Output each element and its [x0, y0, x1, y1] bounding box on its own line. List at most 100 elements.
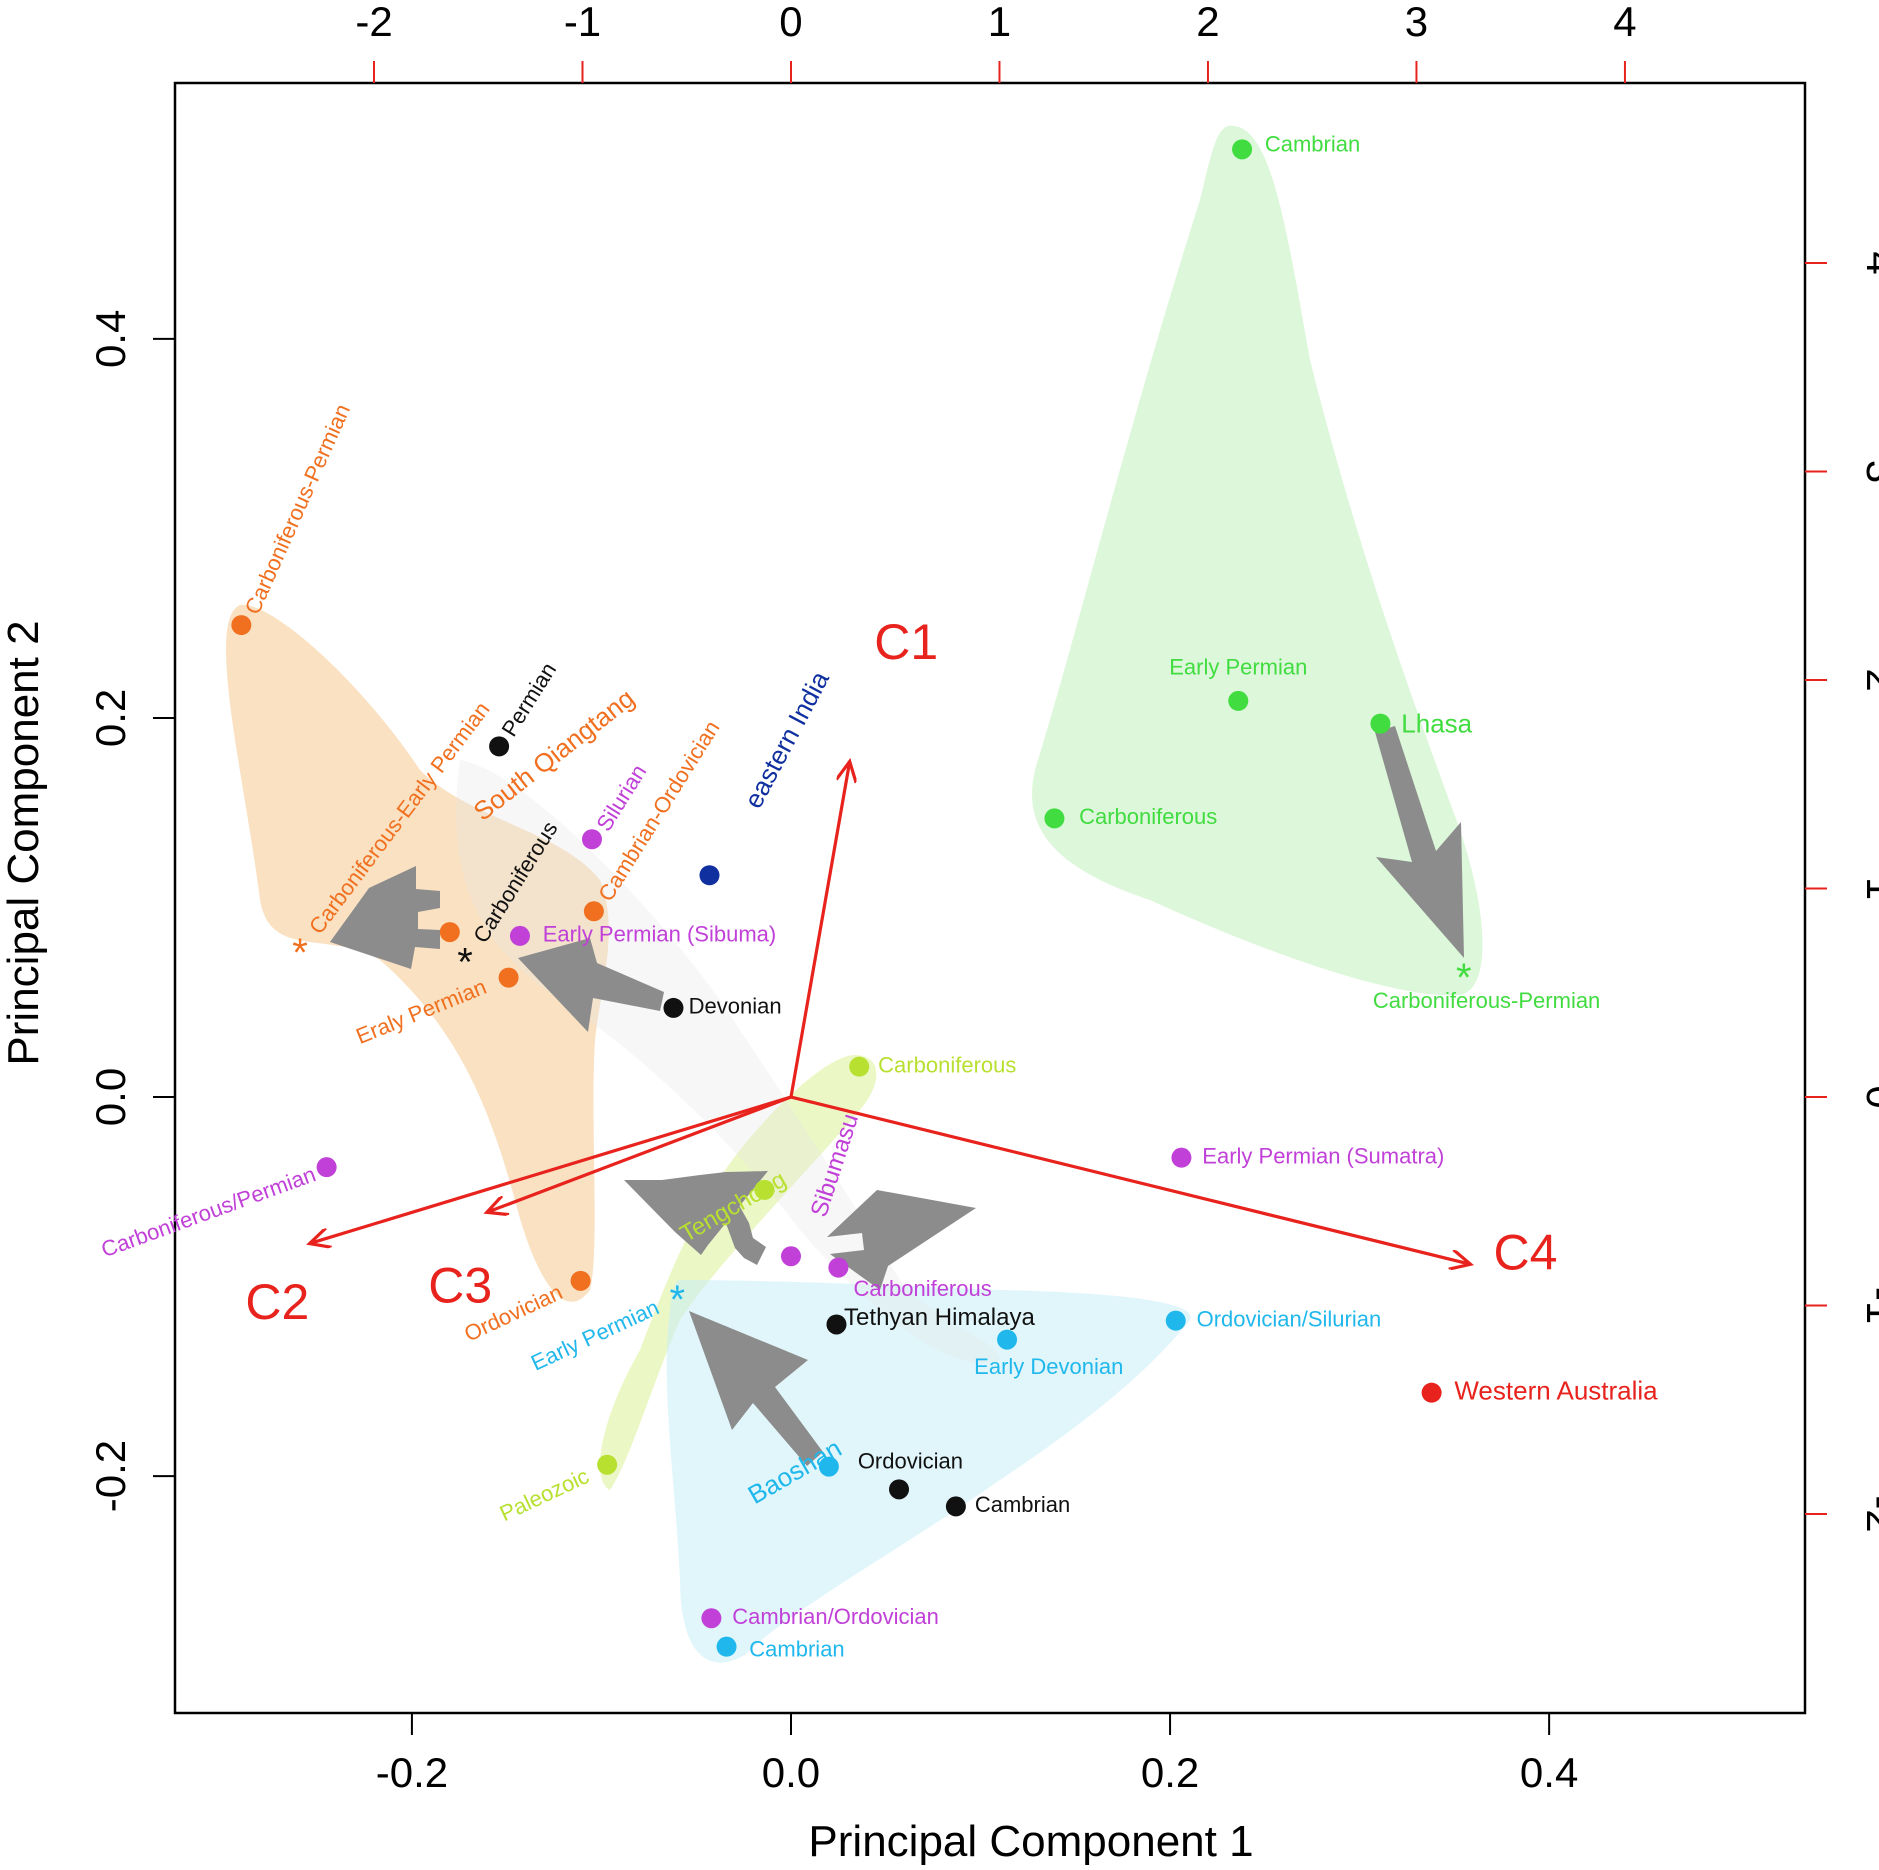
right-tick-label: 2 [1858, 668, 1879, 691]
region-label-lhasa: Lhasa [1401, 708, 1472, 738]
point-star: * [669, 1278, 685, 1322]
y-tick-label: 0.0 [87, 1068, 134, 1126]
point [663, 997, 684, 1018]
lhasa-hull [1032, 125, 1483, 996]
point-label-early-devonian: Early Devonian [974, 1354, 1123, 1379]
point [849, 1056, 870, 1077]
point-label-devonian: Devonian [689, 994, 782, 1019]
point [945, 1496, 966, 1517]
y-tick-label: 0.2 [87, 689, 134, 747]
top-tick-label: -2 [355, 0, 392, 45]
point-label-carboniferous: Carboniferous [878, 1052, 1016, 1077]
point [701, 1608, 722, 1629]
point [509, 925, 530, 946]
point [1370, 713, 1391, 734]
point [1165, 1310, 1186, 1331]
point-label-ordovician: Ordovician [858, 1449, 963, 1474]
right-tick-label: -1 [1858, 1287, 1879, 1324]
right-tick-label: -2 [1858, 1495, 1879, 1532]
point-label-early-permian-sumatra: Early Permian (Sumatra) [1202, 1143, 1444, 1168]
secondary-axis-right: -2 -1 0 1 2 3 4 [1805, 251, 1879, 1533]
top-tick-label: 2 [1196, 0, 1219, 45]
point-label-carboniferous-permian: Carboniferous-Permian [240, 400, 355, 618]
point-label-cambrian: Cambrian [975, 1492, 1070, 1517]
point [316, 1157, 337, 1178]
loading-c1 [789, 763, 849, 1098]
point [597, 1454, 618, 1475]
point-label-early-permian: Early Permian [1169, 654, 1307, 679]
point [754, 1179, 775, 1200]
point [1171, 1147, 1192, 1168]
point [997, 1329, 1018, 1350]
arrow-sibumasu [827, 1190, 976, 1290]
loading-vectors: C1 C2 C3 C4 [245, 614, 1557, 1330]
point [1044, 808, 1065, 829]
right-tick-label: 4 [1858, 251, 1879, 274]
right-tick-label: 0 [1858, 1085, 1879, 1108]
loading-c4 [790, 1095, 1469, 1264]
point-label-carboniferous: Carboniferous [854, 1276, 992, 1301]
point-star: * [292, 931, 308, 975]
plot-frame [173, 81, 1807, 1715]
right-tick-label: 1 [1858, 877, 1879, 900]
point [716, 1636, 737, 1657]
loading-c3 [489, 1095, 792, 1212]
arrow-baoshan [689, 1311, 823, 1466]
x-axis-label: Principal Component 1 [808, 1817, 1253, 1866]
x-tick-label: 0.0 [762, 1749, 820, 1796]
arrow-devonian [518, 938, 664, 1032]
y-axis-label: Principal Component 2 [0, 620, 48, 1065]
point-label-ordovician-silurian: Ordovician/Silurian [1197, 1306, 1382, 1331]
south-qiangtang-hull [226, 604, 609, 1302]
point [583, 901, 604, 922]
point-star: * [457, 941, 473, 985]
x-tick-label: 0.2 [1141, 1749, 1199, 1796]
point [1232, 139, 1253, 160]
point-label-cambrian: Cambrian [749, 1636, 844, 1661]
point [699, 865, 720, 886]
point-label-cambrian-ordovician: Cambrian/Ordovician [732, 1604, 939, 1629]
x-tick-label: -0.2 [376, 1749, 448, 1796]
point [780, 1246, 801, 1267]
point [231, 615, 252, 636]
point-label-paleozoic: Paleozoic [496, 1463, 593, 1526]
point [826, 1314, 847, 1335]
point [498, 967, 519, 988]
top-tick-label: 4 [1613, 0, 1636, 45]
y-tick-label: -0.2 [87, 1440, 134, 1512]
baoshan-hull [666, 1280, 1191, 1663]
loading-label-c3: C3 [428, 1258, 492, 1314]
point-label-early-permian-sibuma: Early Permian (Sibuma) [543, 922, 777, 947]
tengchong-hull [600, 1055, 877, 1490]
point-label-western-australia: Western Australia [1454, 1376, 1658, 1406]
arrow-tengchong-head [624, 1171, 768, 1255]
loading-label-c1: C1 [874, 614, 938, 670]
loading-label-c4: C4 [1493, 1224, 1557, 1280]
top-tick-label: 1 [988, 0, 1011, 45]
arrow-south-qiangtang [330, 866, 440, 969]
point [1421, 1382, 1442, 1403]
point [828, 1257, 849, 1278]
point [1228, 690, 1249, 711]
point [439, 922, 460, 943]
point-label-carboniferous-permian: Carboniferous/Permian [98, 1161, 319, 1262]
point-label-carboniferous: Carboniferous [1079, 804, 1217, 829]
point-label-carboniferous-permian: Carboniferous-Permian [1373, 988, 1600, 1013]
top-tick-label: -1 [564, 0, 601, 45]
arrow-lhasa [1375, 726, 1464, 958]
top-tick-label: 3 [1405, 0, 1428, 45]
secondary-axis-top: -2 -1 0 1 2 3 4 [355, 0, 1637, 83]
plot-box [173, 81, 1807, 1715]
movement-arrows [330, 726, 1464, 1466]
region-label-tethyan-himalaya: Tethyan Himalaya [844, 1304, 1035, 1331]
point [489, 736, 510, 757]
point-label-cambrian: Cambrian [1265, 131, 1360, 156]
point [581, 829, 602, 850]
right-tick-label: 3 [1858, 460, 1879, 483]
axes: -0.2 0.0 0.2 0.4 -0.2 0.0 0.2 0.4 [87, 310, 1578, 1796]
x-tick-label: 0.4 [1520, 1749, 1578, 1796]
region-label-eastern-india: eastern India [738, 666, 835, 813]
top-tick-label: 0 [779, 0, 802, 45]
point [818, 1456, 839, 1477]
